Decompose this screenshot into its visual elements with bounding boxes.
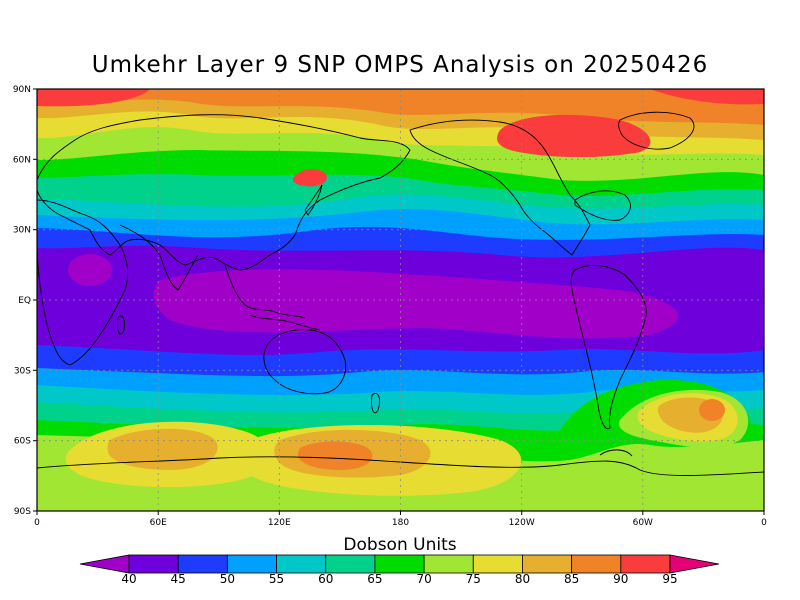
lat-label-60n: 60N <box>13 155 31 165</box>
colorbar-swatch <box>571 554 622 574</box>
lon-label-60w: 60W <box>633 518 653 528</box>
colorbar-title: Dobson Units <box>343 535 457 555</box>
colorbar-tick-label: 50 <box>220 572 235 586</box>
lat-label-90n: 90N <box>13 85 31 95</box>
map-title: Umkehr Layer 9 SNP OMPS Analysis on 2025… <box>91 52 709 78</box>
lon-label-60e: 60E <box>150 518 167 528</box>
colorbar: 40 45 50 55 60 65 70 75 80 85 90 95 <box>79 554 720 586</box>
lat-label-90s: 90S <box>14 507 31 517</box>
colorbar-swatch <box>128 554 179 574</box>
colorbar-tick-label: 85 <box>564 572 579 586</box>
colorbar-tick-label: 60 <box>318 572 333 586</box>
colorbar-swatch <box>325 554 376 574</box>
colorbar-swatch <box>522 554 573 574</box>
colorbar-tick-label: 90 <box>613 572 628 586</box>
colorbar-tick-label: 95 <box>662 572 677 586</box>
colorbar-swatch <box>423 554 474 574</box>
lon-label-120w: 120W <box>509 518 535 528</box>
colorbar-swatch <box>276 554 327 574</box>
colorbar-swatch <box>620 554 671 574</box>
colorbar-tick-label: 45 <box>171 572 186 586</box>
colorbar-tick-label: 75 <box>466 572 481 586</box>
coastlines <box>37 111 764 476</box>
colorbar-tick-label: 70 <box>416 572 431 586</box>
lat-label-30n: 30N <box>13 226 31 236</box>
colorbar-swatch <box>177 554 228 574</box>
lat-label-60s: 60S <box>14 437 31 447</box>
colorbar-max-arrow <box>669 554 720 574</box>
colorbar-tick-label: 80 <box>515 572 530 586</box>
lon-label-180: 180 <box>392 518 409 528</box>
colorbar-tick-label: 40 <box>121 572 136 586</box>
lon-label-0-east: 0 <box>761 518 767 528</box>
ozone-field <box>37 89 764 511</box>
colorbar-min-arrow <box>79 554 130 574</box>
colorbar-swatch <box>472 554 523 574</box>
colorbar-swatch <box>374 554 425 574</box>
lon-label-0-west: 0 <box>34 518 40 528</box>
colorbar-swatch <box>226 554 277 574</box>
lat-label-30s: 30S <box>14 366 31 376</box>
lat-label-eq: EQ <box>18 296 31 306</box>
gridlines <box>37 89 764 511</box>
lon-label-120e: 120E <box>268 518 291 528</box>
colorbar-tick-label: 55 <box>269 572 284 586</box>
colorbar-tick-label: 65 <box>367 572 382 586</box>
